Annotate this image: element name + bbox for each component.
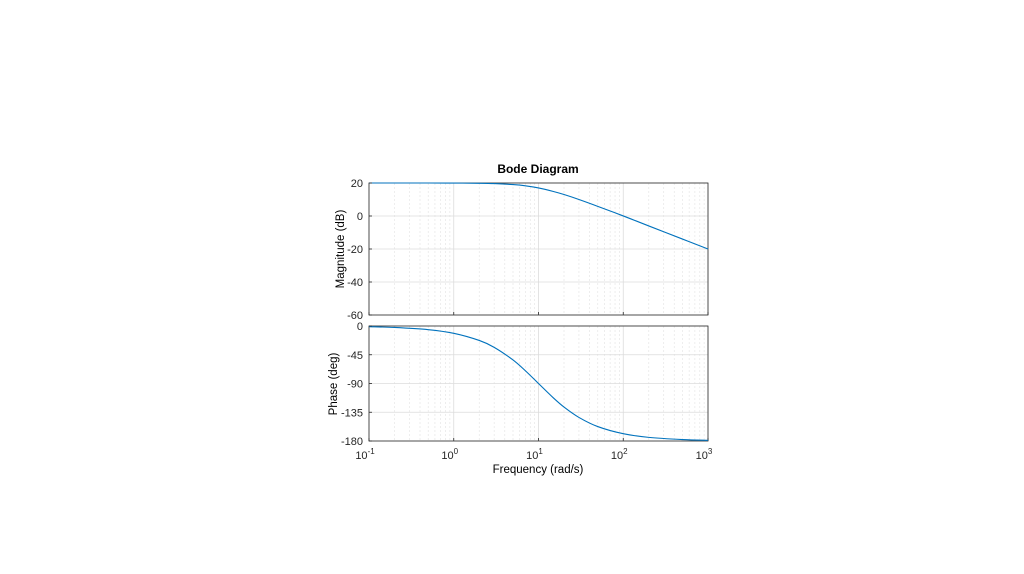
magnitude-grid [368,182,709,316]
x-tick-labels: 10-1 100 101 102 103 [355,447,713,462]
magnitude-y-tick-label: -60 [347,310,363,322]
x-tick-label: 101 [526,447,543,462]
magnitude-y-tick-label: -40 [347,277,363,289]
phase-y-label: Phase (deg) [328,353,340,416]
magnitude-y-tick-label: 20 [351,178,363,190]
phase-y-tick-label: -135 [341,407,363,419]
phase-y-tick-label: -180 [341,436,363,448]
x-tick-label: 103 [696,447,713,462]
x-axis-label: Frequency (rad/s) [493,464,584,476]
phase-y-ticks: 0 -45 -90 -135 -180 [341,321,372,448]
phase-y-tick-label: -90 [347,379,363,391]
phase-y-tick-label: 0 [357,321,363,333]
chart-title: Bode Diagram [497,162,578,176]
magnitude-y-tick-label: -20 [347,244,363,256]
magnitude-y-label: Magnitude (dB) [335,210,347,289]
magnitude-curve [369,182,709,250]
phase-y-tick-label: -45 [347,350,363,362]
magnitude-y-tick-label: 0 [357,211,363,223]
x-tick-label: 100 [441,447,458,462]
magnitude-y-ticks: 20 0 -20 -40 -60 [347,178,372,322]
phase-curve [368,326,709,441]
x-tick-label: 10-1 [355,447,375,462]
x-tick-label: 102 [611,447,628,462]
